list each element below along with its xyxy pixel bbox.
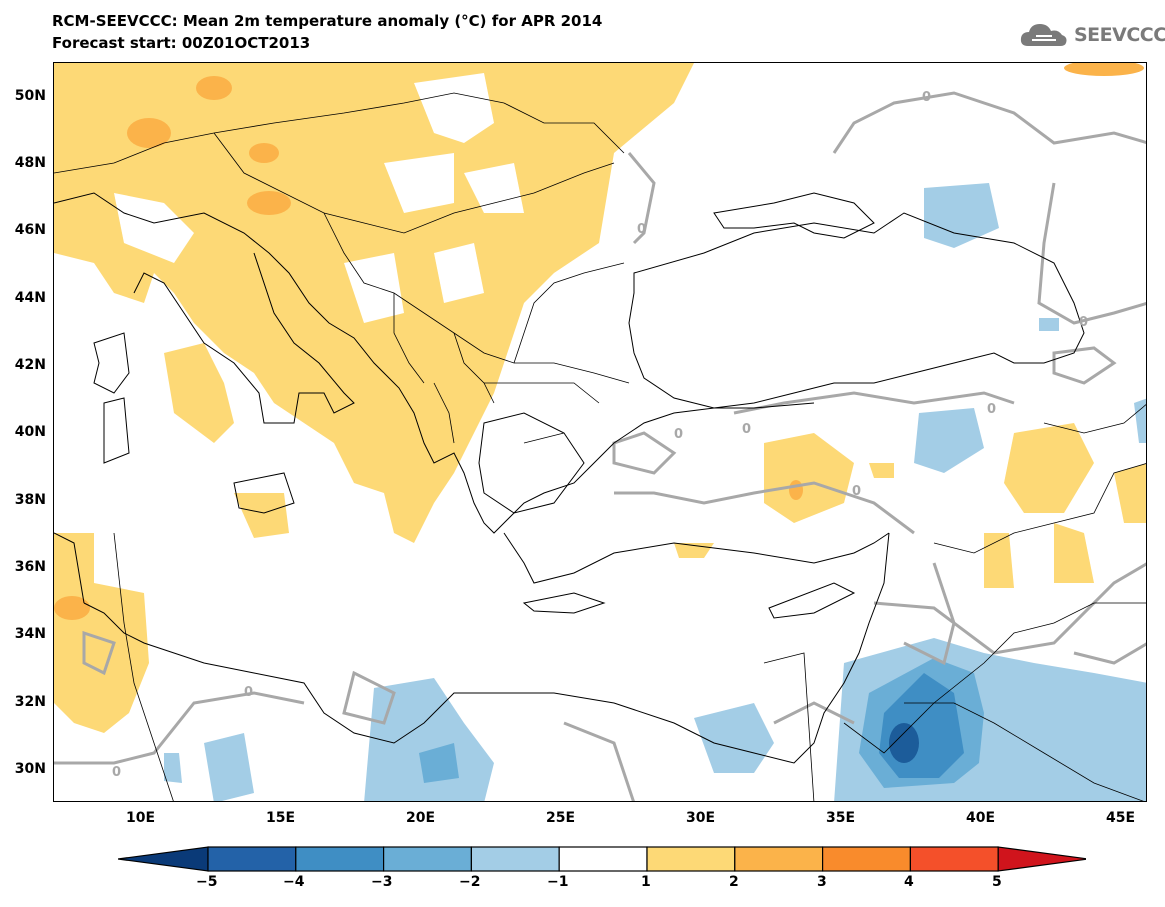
colorbar-segment [295,846,385,872]
colorbar-segment [821,846,911,872]
contour-label: 0 [637,222,646,237]
contour-label: 0 [742,422,751,437]
lon-label: 30E [686,810,716,826]
lon-label: 45E [1106,810,1136,826]
country-borders [54,92,1146,801]
lat-label: 48N [14,155,46,171]
lon-label: 10E [126,810,156,826]
lon-label: 40E [966,810,996,826]
lat-label: 42N [14,357,46,373]
lon-label: 25E [546,810,576,826]
seevccc-logo: SEEVCCC [1018,20,1165,50]
map-panel: 0 0 0 0 0 0 0 0 0 [53,62,1147,802]
logo-text: SEEVCCC [1074,24,1165,46]
coastlines [54,192,1085,764]
lon-label: 20E [406,810,436,826]
zero-contours [54,91,1146,801]
neutral-holes [114,73,524,323]
contour-label: 0 [987,402,996,417]
lat-label: 38N [14,492,46,508]
colorbar-segment [383,846,473,872]
contour-label: 0 [112,765,121,780]
lat-label: 46N [14,222,46,238]
colorbar-segment [118,846,209,872]
contour-label: 0 [1079,315,1088,330]
contour-label: 0 [244,685,253,700]
contour-label: 0 [852,484,861,499]
map-title: RCM-SEEVCCC: Mean 2m temperature anomaly… [52,12,603,30]
colorbar [118,846,1086,872]
lat-label: 44N [14,290,46,306]
colorbar-segment [558,846,648,872]
contour-labels: 0 0 0 0 0 0 0 0 0 [112,90,1088,780]
lon-label: 15E [266,810,296,826]
colorbar-label: 3 [817,874,827,890]
cool-anomaly-extreme [889,723,919,763]
warm-anomaly-fill [54,63,1146,733]
colorbar-segment [207,846,297,872]
anomaly-map: 0 0 0 0 0 0 0 0 0 [54,63,1146,801]
colorbar-segment [734,846,824,872]
colorbar-label: 5 [992,874,1002,890]
colorbar-label: −3 [371,874,393,890]
lat-label: 40N [14,424,46,440]
warm-anomaly-strong [54,63,1144,620]
forecast-start: Forecast start: 00Z01OCT2013 [52,34,311,52]
lat-label: 32N [14,694,46,710]
colorbar-segment [997,846,1086,872]
colorbar-label: 1 [641,874,651,890]
colorbar-label: 4 [904,874,914,890]
lat-label: 36N [14,559,46,575]
cloud-icon [1020,24,1067,46]
contour-label: 0 [674,427,683,442]
colorbar-segment [470,846,560,872]
colorbar-segment [909,846,999,872]
colorbar-segment [646,846,736,872]
colorbar-label: −4 [283,874,305,890]
colorbar-label: −1 [547,874,569,890]
colorbar-label: 2 [729,874,739,890]
lat-label: 50N [14,88,46,104]
lat-label: 30N [14,761,46,777]
colorbar-label: −2 [459,874,481,890]
lon-label: 35E [826,810,856,826]
lat-label: 34N [14,626,46,642]
colorbar-label: −5 [196,874,218,890]
contour-label: 0 [922,90,931,105]
